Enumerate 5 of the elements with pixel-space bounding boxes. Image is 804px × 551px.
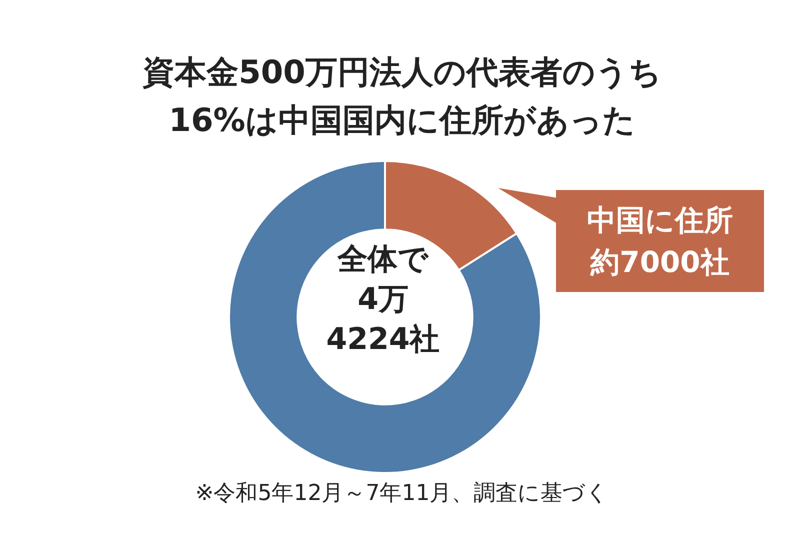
text: 全体で 4万 4224社 — [325, 241, 441, 359]
text: ※令和5年12月～7年11月、調査に基づく — [194, 480, 610, 508]
chart-title: 資本金500万円法人の代表者のうち 16%は中国国内に住所があった — [142, 52, 662, 141]
legend-label: 中国に住所 — [586, 202, 734, 239]
data-label: 約7000社 — [589, 244, 730, 281]
